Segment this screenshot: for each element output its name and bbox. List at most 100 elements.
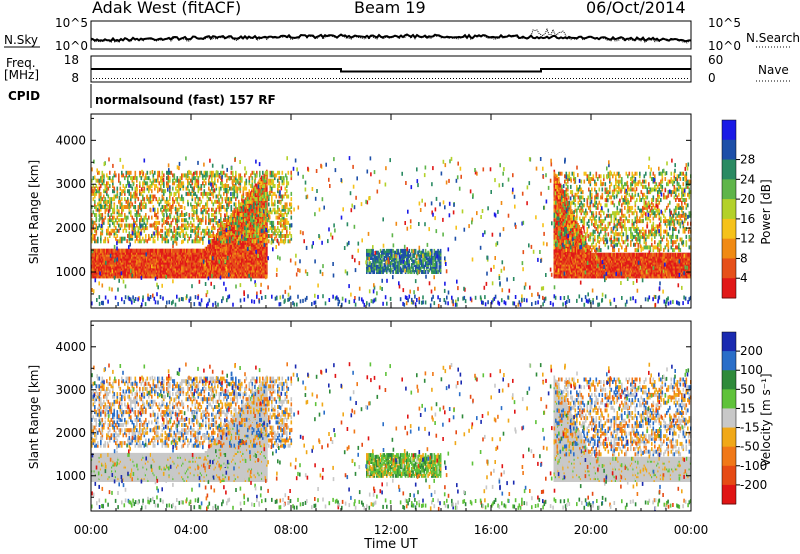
echo-cell <box>262 252 264 257</box>
echo-cell <box>559 183 562 188</box>
echo-cell <box>593 252 596 257</box>
echo-cell <box>679 252 682 257</box>
echo-cell <box>168 248 171 253</box>
echo-cell <box>92 189 95 194</box>
echo-cell <box>582 234 584 239</box>
echo-cell <box>576 252 578 257</box>
echo-cell <box>613 252 616 257</box>
echo-cell <box>682 252 684 257</box>
echo-cell <box>182 252 184 257</box>
echo-cell <box>582 252 584 257</box>
echo-cell <box>226 252 228 257</box>
freq-label: Freq. <box>6 56 36 70</box>
echo-cell <box>113 248 116 253</box>
echo-cell <box>261 175 263 180</box>
echo-cell <box>251 252 253 257</box>
echo-cell <box>686 252 688 257</box>
freq-tick-high: 18 <box>64 53 79 67</box>
echo-cell <box>612 252 614 257</box>
echo-cell <box>92 223 95 228</box>
echo-cell <box>106 252 108 257</box>
echo-cell <box>149 248 152 253</box>
echo-cell <box>578 225 581 229</box>
echo-cell <box>212 238 214 243</box>
echo-cell <box>659 252 662 257</box>
echo-cell <box>629 252 632 257</box>
echo-cell <box>677 252 679 257</box>
echo-cell <box>107 248 109 253</box>
echo-cell <box>553 252 556 257</box>
echo-cell <box>93 248 96 253</box>
echo-cell <box>571 252 573 257</box>
echo-cell <box>642 252 644 257</box>
echo-cell <box>159 252 162 257</box>
echo-cell <box>561 252 563 257</box>
echo-cell <box>97 248 99 253</box>
echo-cell <box>202 252 204 257</box>
echo-cell <box>193 248 196 253</box>
echo-cell <box>263 173 266 178</box>
echo-cell <box>126 248 128 253</box>
echo-cell <box>92 210 95 215</box>
nave-label: Nave <box>758 63 789 77</box>
echo-cell <box>198 252 201 257</box>
echo-cell <box>588 252 591 257</box>
echo-cell <box>188 248 191 253</box>
echo-cell <box>251 189 253 194</box>
echo-cell <box>177 252 179 257</box>
echo-cell <box>183 248 186 253</box>
nave-tick-high: 60 <box>708 53 723 67</box>
echo-cell <box>622 252 624 257</box>
echo-cell <box>618 252 621 257</box>
noise-panel: N.Sky 10^5 10^0 10^5 10^0 N.Search <box>4 16 800 53</box>
echo-cell <box>211 238 213 243</box>
echo-cell <box>158 248 161 253</box>
noise-sky-label: N.Sky <box>4 33 38 47</box>
echo-cell <box>94 236 96 241</box>
echo-cell <box>639 252 642 257</box>
echo-cell <box>92 191 95 196</box>
echo-cell <box>161 248 163 253</box>
echo-cell <box>669 252 672 257</box>
echo-cell <box>643 252 646 257</box>
echo-cell <box>219 252 222 257</box>
echo-cell <box>181 252 183 257</box>
echo-cell <box>606 252 608 257</box>
echo-cell <box>654 252 657 257</box>
echo-cell <box>128 252 131 257</box>
echo-cell <box>141 252 143 257</box>
echo-cell <box>592 252 594 257</box>
noise-right-tick-high: 10^5 <box>708 16 741 30</box>
echo-cell <box>589 252 592 257</box>
noise-left-tick-low: 10^0 <box>55 39 88 53</box>
echo-cell <box>194 248 197 253</box>
echo-cell <box>239 252 242 257</box>
echo-cell <box>92 236 95 241</box>
echo-cell <box>173 252 176 257</box>
echo-cell <box>156 248 158 253</box>
echo-cell <box>112 248 114 253</box>
echo-cell <box>187 252 189 257</box>
echo-cell <box>254 252 257 257</box>
echo-cell <box>92 252 94 257</box>
echo-cell <box>193 252 196 257</box>
echo-cell <box>557 252 559 257</box>
echo-cell <box>189 252 192 257</box>
cpid-mode: normalsound (fast) 157 RF <box>95 93 276 107</box>
echo-cell <box>92 197 95 202</box>
echo-cell <box>126 252 128 257</box>
echo-cell <box>177 248 179 253</box>
echo-cell <box>152 248 154 253</box>
echo-cell <box>218 252 221 257</box>
echo-cell <box>111 252 113 257</box>
echo-cell <box>154 252 157 257</box>
echo-cell <box>634 252 637 257</box>
echo-cell <box>644 252 647 257</box>
echo-cell <box>249 191 252 196</box>
noise-sky-trace <box>90 33 691 43</box>
echo-cell <box>651 252 653 257</box>
echo-cell <box>103 252 106 257</box>
echo-cell <box>244 252 247 257</box>
echo-cell <box>174 248 177 253</box>
